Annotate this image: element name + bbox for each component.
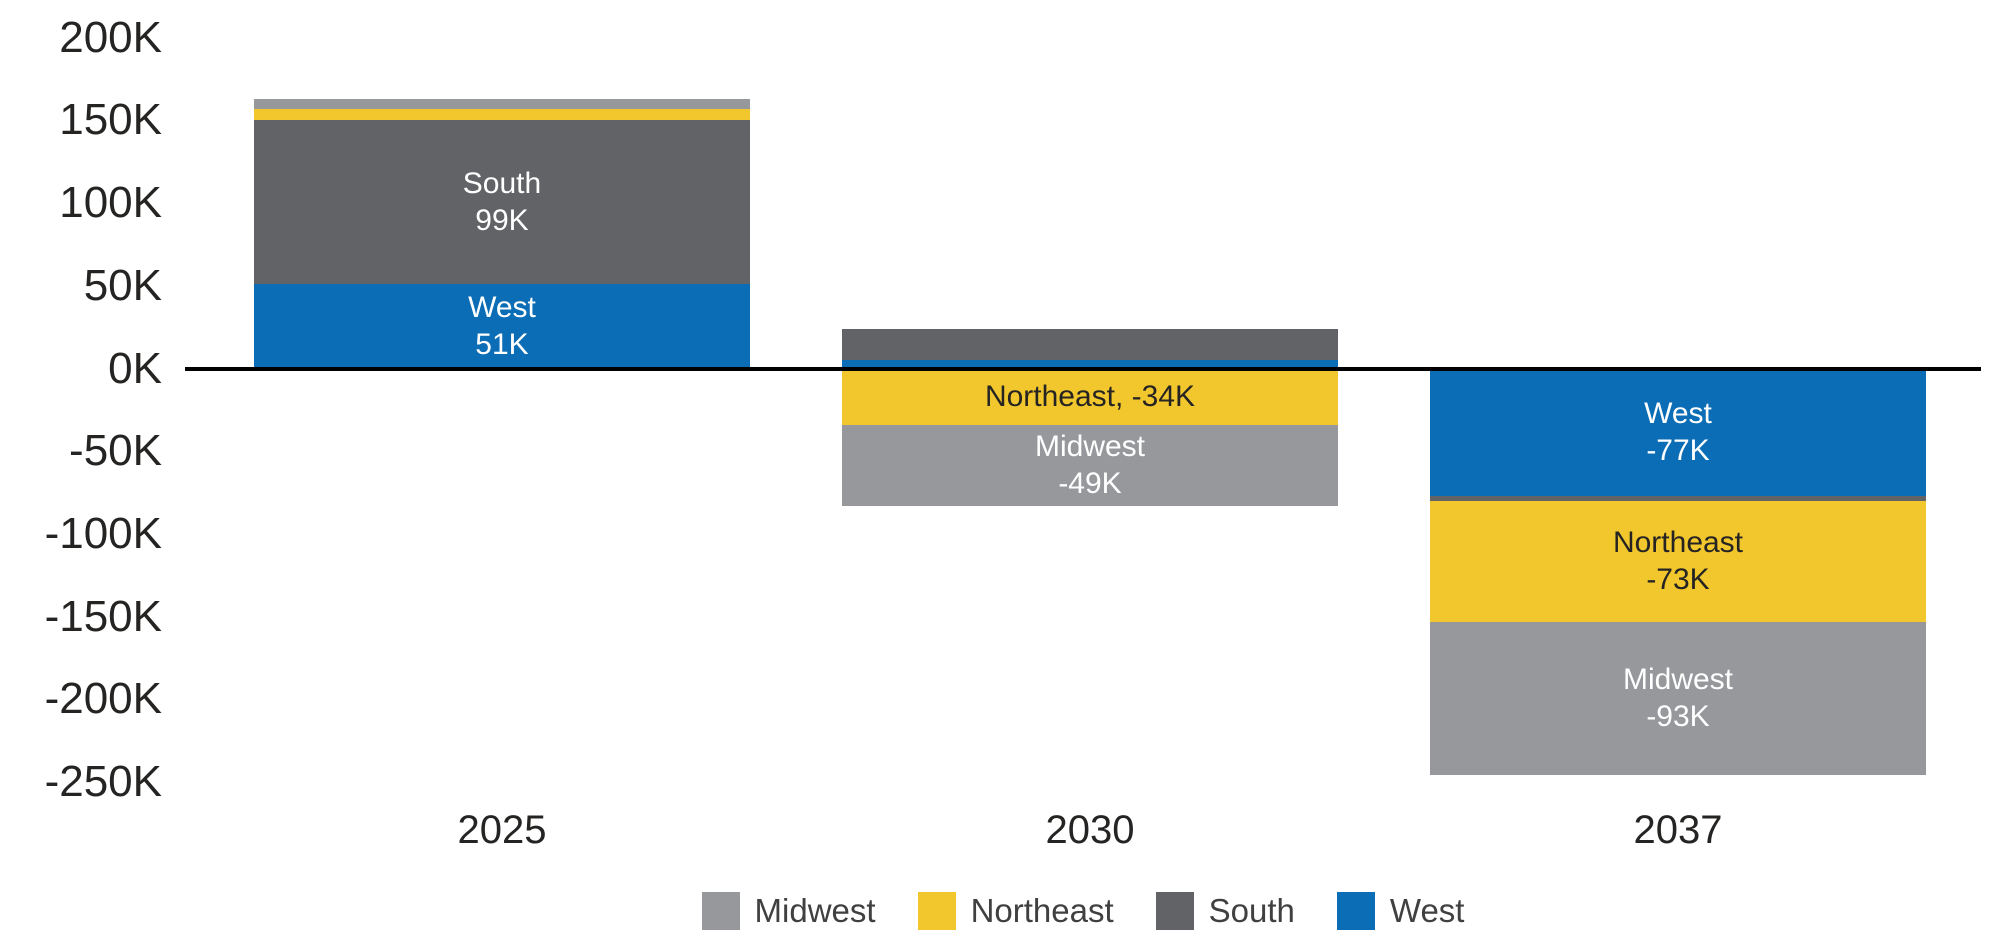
segment-data-label: Midwest xyxy=(1622,663,1734,697)
bar-segment-west-2025[interactable]: West 51K xyxy=(254,284,750,369)
segment-data-label: West xyxy=(468,291,536,325)
segment-data-label: -77K xyxy=(1646,434,1710,468)
segment-data-label: 99K xyxy=(475,204,529,238)
y-axis-tick-label: 0K xyxy=(108,343,162,393)
bar-segment-south-2025[interactable]: South 99K xyxy=(254,120,750,285)
segment-data-label: Midwest xyxy=(1034,430,1146,464)
y-axis-tick-label: -100K xyxy=(44,508,162,558)
bar-segment-midwest-2030[interactable]: Midwest -49K xyxy=(842,424,1338,506)
legend-label: Northeast xyxy=(970,892,1114,929)
legend-swatch-west xyxy=(1336,892,1375,930)
legend-item-northeast[interactable]: Northeast xyxy=(917,891,1114,931)
bar-segment-midwest-2037[interactable]: Midwest -93K xyxy=(1430,621,1926,776)
y-axis-tick-label: -150K xyxy=(44,591,162,641)
segment-data-label: South xyxy=(462,167,542,201)
bar-segment-west-2030[interactable] xyxy=(842,360,1338,369)
segment-data-label: West xyxy=(1644,397,1712,431)
legend-swatch-northeast xyxy=(917,892,956,930)
y-axis-tick-label: 200K xyxy=(59,12,162,62)
segment-data-label: 51K xyxy=(475,328,529,362)
bar-segment-midwest-2025[interactable] xyxy=(254,98,750,109)
segment-data-label: Northeast, -34K xyxy=(984,380,1196,414)
bar-segment-south-2030[interactable] xyxy=(842,328,1338,361)
bar-segment-northeast-2025[interactable] xyxy=(254,108,750,121)
y-axis-tick-label: -50K xyxy=(69,426,162,476)
x-axis-category-label: 2025 xyxy=(457,808,547,852)
y-axis-tick-label: 50K xyxy=(83,260,162,310)
y-axis-tick-label: -250K xyxy=(44,757,162,806)
x-axis-category-label: 2037 xyxy=(1633,808,1723,852)
y-axis-tick-label: -200K xyxy=(44,674,162,724)
legend-label: South xyxy=(1208,892,1295,929)
bar-segment-west-2037[interactable]: West -77K xyxy=(1430,368,1926,496)
segment-data-label: Northeast xyxy=(1612,526,1744,560)
legend-item-midwest[interactable]: Midwest xyxy=(701,891,876,931)
y-axis-tick-label: 150K xyxy=(59,95,162,145)
chart-legend: Midwest Northeast South West xyxy=(185,891,1981,931)
bar-segment-northeast-2030[interactable]: Northeast, -34K xyxy=(842,368,1338,425)
legend-label: West xyxy=(1389,892,1465,929)
legend-item-south[interactable]: South xyxy=(1155,891,1295,931)
y-axis-tick-label: 100K xyxy=(59,178,162,228)
legend-swatch-south xyxy=(1155,892,1194,930)
segment-data-label: -73K xyxy=(1646,563,1710,597)
segment-data-label: -49K xyxy=(1058,467,1122,501)
zero-baseline xyxy=(185,366,1981,371)
x-axis-category-label: 2030 xyxy=(1045,808,1135,852)
legend-swatch-midwest xyxy=(701,892,740,930)
bar-segment-south-2037[interactable] xyxy=(1430,495,1926,501)
segment-data-label: -93K xyxy=(1646,700,1710,734)
legend-label: Midwest xyxy=(754,892,876,929)
bar-segment-northeast-2037[interactable]: Northeast -73K xyxy=(1430,500,1926,622)
legend-item-west[interactable]: West xyxy=(1336,891,1465,931)
